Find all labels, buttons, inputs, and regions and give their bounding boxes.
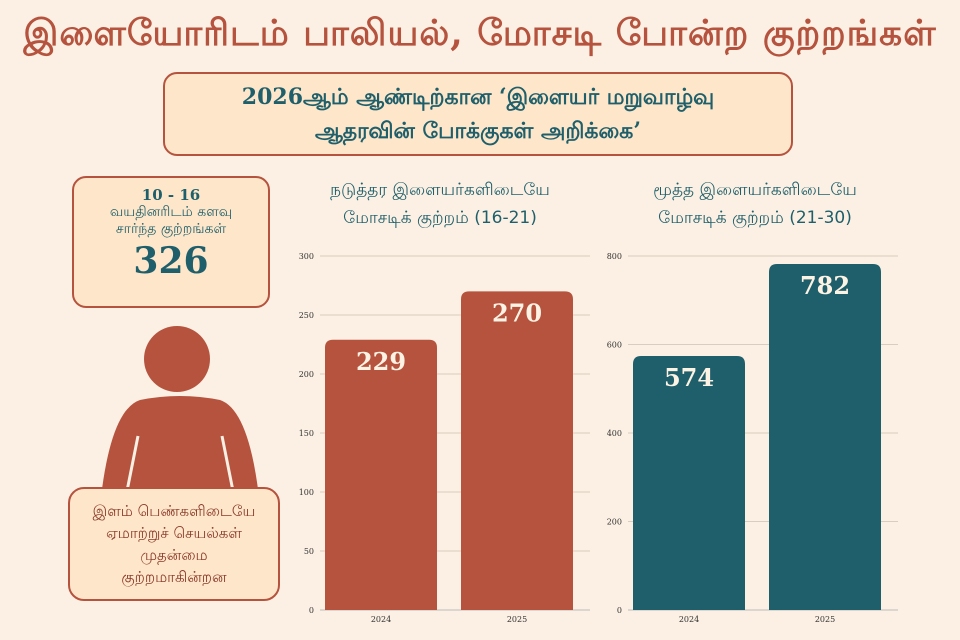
- chart1-data-label: 229: [356, 347, 406, 376]
- stat-label-2: சார்ந்த குற்றங்கள்: [115, 221, 227, 237]
- chart2-category-label: 2024: [679, 615, 699, 624]
- chart1-bar-2025: [461, 291, 573, 610]
- note-box: இளம் பெண்களிடையே ஏமாற்றுச் செயல்கள் முதன…: [68, 487, 280, 601]
- main-title: இளையோரிடம் பாலியல், மோசடி போன்ற குற்றங்க…: [23, 12, 937, 54]
- note-line-3: முதன்மை: [140, 546, 208, 564]
- chart1-data-label: 270: [492, 298, 542, 327]
- chart1-ytick-label: 250: [299, 311, 314, 320]
- chart2-data-label: 782: [800, 271, 850, 300]
- chart1-bar-2024: [325, 339, 437, 610]
- chart1-ytick-label: 200: [299, 370, 314, 379]
- chart2-ytick-label: 200: [607, 518, 622, 527]
- subtitle-box: 2026ஆம் ஆண்டிற்கான ‘இளையர் மறுவாழ்வு ஆதர…: [163, 72, 793, 156]
- note-line-2: ஏமாற்றுச் செயல்கள்: [106, 524, 242, 542]
- chart2-ytick-label: 600: [607, 341, 622, 350]
- chart1-category-label: 2025: [507, 615, 527, 624]
- chart2-title-line-1: மூத்த இளையர்களிடையே: [653, 180, 857, 200]
- chart1-category-label: 2024: [371, 615, 391, 624]
- chart2-ytick-label: 0: [617, 606, 622, 615]
- chart2-title: மூத்த இளையர்களிடையே மோசடிக் குற்றம் (21-…: [600, 176, 910, 232]
- chart1-ytick-label: 300: [299, 252, 314, 261]
- chart2-bar-2025: [769, 263, 881, 610]
- chart2-category-label: 2025: [815, 615, 835, 624]
- chart2-ytick-label: 800: [607, 252, 622, 261]
- stat-value: 326: [133, 240, 209, 282]
- note-line-4: குற்றமாகின்றன: [121, 568, 227, 586]
- chart2-title-line-2: மோசடிக் குற்றம் (21-30): [658, 208, 852, 228]
- subtitle-line-1: 2026ஆம் ஆண்டிற்கான ‘இளையர் மறுவாழ்வு: [241, 84, 715, 110]
- chart1-ytick-label: 100: [299, 488, 314, 497]
- stat-range: 10 - 16: [141, 186, 201, 204]
- chart1-ytick-label: 50: [304, 547, 314, 556]
- chart-1: 0 50 100 150 200 250 300 229 2024 270 2025: [299, 252, 590, 624]
- chart1-ytick-label: 150: [299, 429, 314, 438]
- chart2-ytick-label: 400: [607, 429, 622, 438]
- note-line-1: இளம் பெண்களிடையே: [92, 502, 256, 520]
- person-head: [144, 326, 210, 392]
- chart1-ytick-label: 0: [309, 606, 314, 615]
- chart2-data-label: 574: [664, 363, 714, 392]
- chart1-title-line-1: நடுத்தர இளையர்களிடையே: [330, 180, 550, 200]
- chart1-title-line-2: மோசடிக் குற்றம் (16-21): [343, 208, 537, 228]
- stat-box: 10 - 16 வயதினரிடம் களவு சார்ந்த குற்றங்க…: [72, 176, 270, 308]
- stat-label-1: வயதினரிடம் களவு: [109, 204, 233, 220]
- chart-2: 0 200 400 600 800 574 2024 782 2025: [607, 252, 898, 624]
- chart1-title: நடுத்தர இளையர்களிடையே மோசடிக் குற்றம் (1…: [290, 176, 590, 232]
- chart2-bar-2024: [633, 356, 745, 610]
- subtitle-line-2: ஆதரவின் போக்குகள் அறிக்கை’: [314, 118, 642, 144]
